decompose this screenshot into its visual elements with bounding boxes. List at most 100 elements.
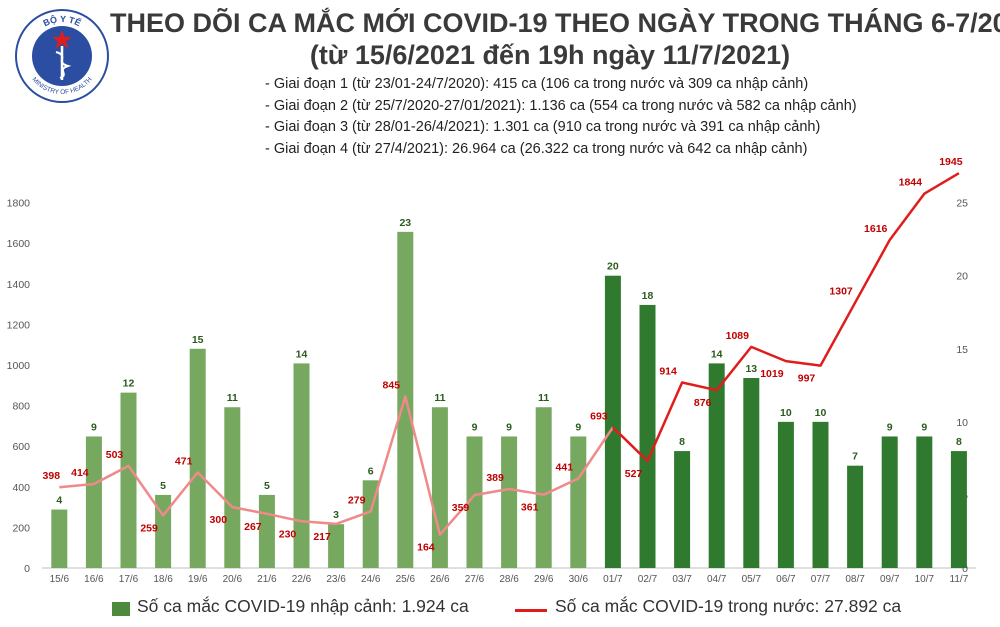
x-tick-label: 11/7: [950, 574, 969, 585]
phase-note-4: - Giai đoạn 4 (từ 27/4/2021): 26.964 ca …: [265, 140, 808, 157]
bar: [189, 348, 206, 568]
line-value-label: 471: [175, 455, 193, 467]
x-tick-label: 30/6: [569, 574, 589, 585]
x-tick-label: 25/6: [396, 574, 416, 585]
bar: [466, 436, 483, 568]
bar-value-label: 7: [852, 451, 858, 463]
x-tick-label: 21/6: [257, 574, 277, 585]
y-left-tick-label: 1200: [7, 319, 31, 331]
bar: [708, 363, 725, 568]
line-series-recent: [612, 172, 960, 463]
line-value-label: 441: [556, 461, 574, 473]
bar-value-label: 9: [472, 421, 478, 433]
bar: [85, 436, 102, 568]
y-left-tick-label: 600: [12, 441, 30, 453]
line-value-label: 503: [106, 449, 124, 461]
line-value-label: 693: [590, 410, 608, 422]
chart-title: THEO DÕI CA MẮC MỚI COVID-19 THEO NGÀY T…: [110, 8, 1000, 38]
x-tick-label: 06/7: [776, 574, 796, 585]
combo-chart: 0 200 400 600 800 1000 1200 1400 1600 1800 0 5 10 15 2…: [7, 156, 977, 585]
x-tick-label: 27/6: [465, 574, 485, 585]
y-left-tick-label: 1400: [7, 279, 31, 291]
y-left-tick-label: 200: [12, 522, 30, 534]
legend-bar-label: Số ca mắc COVID-19 nhập cảnh: 1.924 ca: [137, 596, 469, 616]
bar: [674, 451, 691, 568]
x-tick-label: 01/7: [603, 574, 623, 585]
x-tick-label: 26/6: [430, 574, 450, 585]
bar-value-label: 20: [607, 261, 619, 273]
bar-value-label: 9: [506, 421, 512, 433]
y-right-tick-label: 20: [956, 271, 968, 283]
bar: [120, 392, 137, 568]
chart-legend: Số ca mắc COVID-19 nhập cảnh: 1.924 ca S…: [0, 594, 1000, 624]
x-tick-label: 17/6: [119, 574, 139, 585]
line-value-label: 997: [798, 373, 816, 385]
bar: [224, 407, 241, 568]
bar-value-label: 23: [399, 217, 411, 229]
bar: [743, 378, 760, 568]
bar-value-label: 11: [227, 392, 238, 404]
y-right-tick-label: 15: [956, 344, 968, 356]
bar: [431, 407, 448, 568]
line-value-label: 1307: [829, 286, 853, 298]
y-left-tick-label: 800: [12, 401, 30, 413]
legend-line-swatch: [515, 609, 547, 612]
bar: [812, 421, 829, 568]
y-right-tick-label: 25: [956, 198, 968, 210]
line-value-label: 389: [486, 472, 504, 484]
bar-value-label: 15: [192, 334, 204, 346]
bar-value-label: 9: [575, 421, 581, 433]
logo-top-text: BỘ Y TẾ: [42, 13, 83, 28]
bar: [328, 524, 345, 568]
bar: [501, 436, 518, 568]
x-tick-label: 22/6: [292, 574, 312, 585]
line-value-label: 267: [244, 521, 262, 533]
bar: [535, 407, 552, 568]
bar-value-label: 13: [745, 363, 757, 375]
bar: [604, 275, 621, 568]
bar-value-label: 10: [780, 407, 792, 419]
bar: [639, 304, 656, 568]
line-value-label: 1616: [864, 223, 888, 235]
bar-value-label: 3: [333, 509, 339, 521]
line-value-label: 217: [313, 531, 331, 543]
x-tick-label: 07/7: [811, 574, 831, 585]
ministry-of-health-logo: BỘ Y TẾ MINISTRY OF HEALTH: [14, 8, 110, 104]
x-tick-label: 09/7: [880, 574, 900, 585]
x-tick-label: 29/6: [534, 574, 554, 585]
x-tick-label: 08/7: [845, 574, 865, 585]
bar-value-label: 9: [887, 421, 893, 433]
line-value-label: 1945: [939, 156, 963, 168]
phase-note-1: - Giai đoạn 1 (từ 23/01-24/7/2020): 415 …: [265, 76, 809, 92]
phase-notes: - Giai đoạn 1 (từ 23/01-24/7/2020): 415 …: [265, 74, 857, 160]
bar-value-label: 5: [160, 480, 166, 492]
bar: [950, 451, 967, 568]
y-left-tick-label: 1800: [7, 198, 31, 210]
bar-value-label: 6: [368, 465, 374, 477]
line-value-label: 876: [694, 397, 712, 409]
x-tick-label: 04/7: [707, 574, 727, 585]
bar-value-label: 11: [538, 392, 549, 404]
chart-subtitle: (từ 15/6/2021 đến 19h ngày 11/7/2021): [309, 40, 791, 70]
x-tick-label: 18/6: [153, 574, 173, 585]
bar: [881, 436, 898, 568]
bar: [570, 436, 587, 568]
line-value-label: 359: [452, 502, 470, 514]
bar-value-label: 8: [956, 436, 962, 448]
bar: [916, 436, 933, 568]
line-value-label: 414: [71, 467, 89, 479]
y-left-tick-label: 1600: [7, 238, 31, 250]
ministry-seal-icon: BỘ Y TẾ MINISTRY OF HEALTH: [15, 9, 109, 103]
y-left-tick-label: 400: [12, 482, 30, 494]
x-tick-label: 19/6: [188, 574, 208, 585]
bar-value-label: 9: [91, 421, 97, 433]
line-value-label: 914: [659, 365, 677, 377]
phase-note-2: - Giai đoạn 2 (từ 25/7/2020-27/01/2021):…: [265, 97, 857, 114]
line-series-early: [59, 395, 614, 536]
legend-bar-swatch: [112, 602, 130, 616]
y-right-tick-label: 0: [962, 563, 968, 575]
line-value-label: 300: [210, 514, 228, 526]
x-tick-label: 28/6: [499, 574, 519, 585]
x-tick-label: 02/7: [638, 574, 658, 585]
bar-value-label: 10: [815, 407, 827, 419]
